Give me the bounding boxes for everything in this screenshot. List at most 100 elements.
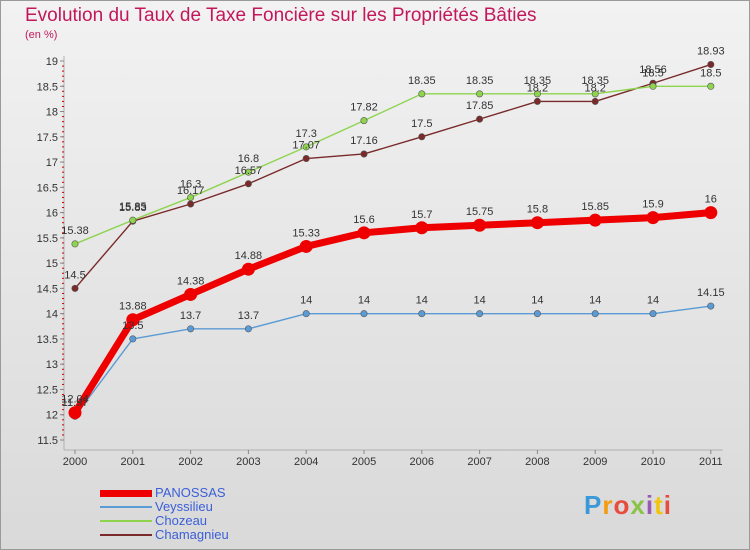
data-label-veyssilieu: 14.15 (697, 287, 725, 299)
legend-label-chozeau: Chozeau (155, 513, 208, 528)
data-label-veyssilieu: 14 (300, 295, 312, 307)
x-tick-label: 2011 (699, 456, 723, 468)
data-label-panossas: 12.04 (61, 394, 89, 406)
data-point-panossas (241, 262, 255, 276)
data-point-chamagnieu (302, 155, 310, 163)
data-label-chamagnieu: 17.5 (411, 118, 432, 130)
y-tick-label: 16.5 (37, 182, 58, 194)
data-point-panossas (299, 239, 313, 253)
data-label-chamagnieu: 17.85 (466, 100, 494, 112)
data-point-panossas (126, 313, 140, 327)
y-tick-label: 18 (46, 107, 58, 119)
legend-item-veyssilieu: Veyssilieu (100, 499, 350, 514)
data-label-panossas: 15.9 (642, 199, 663, 211)
data-label-veyssilieu: 14 (647, 295, 659, 307)
data-point-panossas (184, 287, 198, 301)
axes: 11.5 12 12.5 13 13.5 14 14.5 15 15.5 16 16.5 17 17.5… (37, 56, 723, 468)
data-point-chozeau (418, 90, 426, 98)
x-tick-label: 2001 (121, 456, 145, 468)
legend-item-chamagnieu: Chamagnieu (100, 527, 350, 542)
data-point-chozeau (71, 240, 79, 248)
data-point-chamagnieu (360, 150, 368, 158)
data-point-panossas (588, 213, 602, 227)
series-line-panossas (72, 209, 712, 415)
data-label-panossas: 13.88 (119, 301, 147, 313)
y-tick-label: 14 (46, 309, 58, 321)
y-tick-label: 12.5 (37, 384, 58, 396)
legend-item-chozeau: Chozeau (100, 513, 350, 528)
series-line-chamagnieu (74, 63, 712, 289)
y-tick-label: 17 (46, 157, 58, 169)
data-label-panossas: 15.8 (527, 204, 548, 216)
y-tick-label: 17.5 (37, 132, 58, 144)
x-tick-label: 2005 (352, 456, 376, 468)
unit-label: (en %) (25, 29, 58, 41)
data-label-veyssilieu: 14 (416, 295, 428, 307)
logo-letter-t: t (654, 490, 664, 520)
y-tick-label: 19 (46, 56, 58, 68)
y-tick-label: 13 (46, 359, 58, 371)
data-label-panossas: 15.33 (292, 227, 320, 239)
logo-letter-i2: i (663, 490, 672, 520)
data-label-veyssilieu: 14 (531, 295, 543, 307)
data-label-veyssilieu: 13.7 (238, 310, 259, 322)
data-label-veyssilieu: 13.5 (122, 320, 143, 332)
data-label-veyssilieu: 14 (358, 295, 370, 307)
data-point-veyssilieu (476, 310, 484, 318)
data-label-chamagnieu: 16.57 (235, 165, 263, 177)
data-label-chozeau: 16.8 (238, 153, 259, 165)
data-point-veyssilieu (418, 310, 426, 318)
data-label-chozeau: 18.35 (466, 75, 494, 87)
data-point-chozeau (360, 117, 368, 125)
data-label-veyssilieu: 14 (473, 295, 485, 307)
y-tick-label: 12 (46, 410, 58, 422)
data-label-chozeau: 15.85 (119, 201, 147, 213)
data-point-veyssilieu (591, 310, 599, 318)
data-label-veyssilieu: 14 (589, 295, 601, 307)
data-label-chozeau: 18.35 (408, 75, 436, 87)
x-tick-label: 2006 (410, 456, 434, 468)
data-point-veyssilieu (649, 310, 657, 318)
y-tick-label: 13.5 (37, 334, 58, 346)
data-label-chamagnieu: 16.17 (177, 185, 205, 197)
data-point-chamagnieu (591, 97, 599, 105)
data-label-chamagnieu: 14.5 (64, 269, 85, 281)
data-label-chozeau: 15.38 (61, 225, 89, 237)
data-point-chamagnieu (707, 61, 715, 69)
y-tick-label: 11.5 (37, 435, 58, 447)
y-tick-label: 18.5 (37, 81, 58, 93)
data-point-veyssilieu (360, 310, 368, 318)
data-label-panossas: 14.38 (177, 275, 205, 287)
x-tick-label: 2009 (583, 456, 607, 468)
data-point-veyssilieu (244, 325, 252, 333)
data-label-chamagnieu: 17.07 (292, 140, 320, 152)
data-label-panossas: 15.6 (353, 214, 374, 226)
data-point-chamagnieu (418, 133, 426, 141)
data-point-chamagnieu (244, 180, 252, 188)
data-label-veyssilieu: 13.7 (180, 310, 201, 322)
y-tick-label: 15 (46, 258, 58, 270)
x-tick-label: 2003 (236, 456, 260, 468)
data-label-chozeau: 17.3 (295, 128, 316, 140)
data-label-chozeau: 18.5 (642, 67, 663, 79)
data-label-chozeau: 18.35 (581, 75, 609, 87)
legend-label-panossas: PANOSSAS (155, 485, 226, 500)
data-label-chamagnieu: 18.56 (639, 64, 667, 76)
data-point-chozeau (476, 90, 484, 98)
data-label-chozeau: 17.82 (350, 102, 378, 114)
data-label-chozeau: 18.35 (524, 75, 552, 87)
data-point-panossas (473, 218, 487, 232)
data-label-chamagnieu: 18.2 (584, 82, 605, 94)
data-point-chozeau (187, 193, 195, 201)
data-point-chozeau (707, 82, 715, 90)
legend-swatch-veyssilieu (100, 506, 152, 508)
data-label-chamagnieu: 18.93 (697, 46, 725, 58)
y-tick-label: 16 (46, 208, 58, 220)
data-point-veyssilieu (707, 302, 715, 310)
legend-swatch-chozeau (100, 520, 152, 522)
legend-swatch-chamagnieu (100, 534, 152, 536)
data-point-chozeau (591, 90, 599, 98)
data-point-panossas (646, 211, 660, 225)
data-label-chamagnieu: 15.83 (119, 202, 147, 214)
series-line-chozeau (74, 85, 711, 245)
